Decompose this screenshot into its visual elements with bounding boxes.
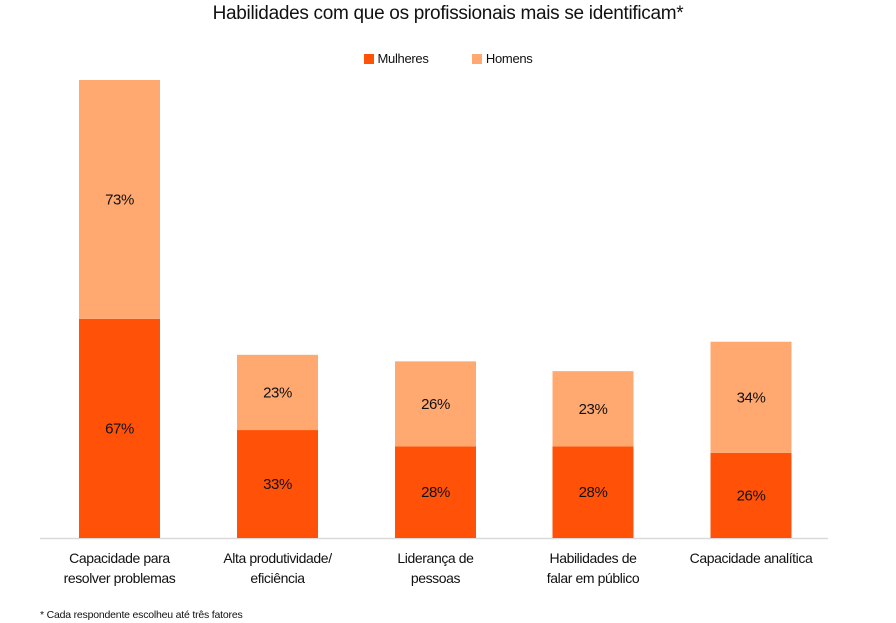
legend-item-homens: Homens [471, 51, 533, 66]
bar-mulheres-1 [237, 430, 318, 538]
legend-label-mulheres: Mulheres [377, 51, 429, 66]
bar-mulheres-0 [79, 318, 160, 538]
category-label-3: Habilidades de falar em público [546, 550, 640, 586]
data-label-homens-1: 23% [263, 384, 292, 401]
bar-mulheres-3 [552, 446, 634, 538]
bar-homens-4 [710, 341, 792, 453]
category-label-1: Alta produtividade/ eficiência [223, 550, 332, 586]
data-label-homens-0: 73% [105, 191, 134, 208]
data-label-mulheres-0: 67% [105, 420, 134, 437]
data-label-homens-3: 23% [579, 401, 608, 418]
legend: Mulheres Homens [0, 51, 896, 67]
category-label-0: Capacidade para resolver problemas [63, 550, 176, 586]
data-label-mulheres-3: 28% [579, 484, 608, 501]
legend-label-homens: Homens [485, 51, 533, 66]
legend-swatch-homens [471, 53, 482, 64]
footnote: * Cada respondente escolheu até três fat… [40, 609, 243, 621]
data-label-mulheres-4: 26% [737, 487, 766, 504]
bar-homens-1 [237, 354, 318, 431]
bar-mulheres-2 [395, 446, 476, 538]
category-label-2: Liderança de pessoas [397, 550, 474, 586]
category-label-4: Capacidade analítica [689, 550, 813, 566]
chart-title: Habilidades com que os profissionais mai… [212, 3, 684, 24]
legend-item-mulheres: Mulheres [363, 51, 429, 66]
bar-mulheres-4 [710, 452, 792, 538]
data-label-mulheres-2: 28% [421, 484, 450, 501]
data-label-homens-2: 26% [421, 396, 450, 413]
data-label-homens-4: 34% [737, 389, 766, 406]
legend-swatch-mulheres [363, 53, 374, 64]
data-label-mulheres-1: 33% [263, 476, 292, 493]
bar-homens-2 [395, 361, 476, 447]
bar-homens-3 [552, 371, 634, 447]
bar-homens-0 [79, 80, 160, 319]
